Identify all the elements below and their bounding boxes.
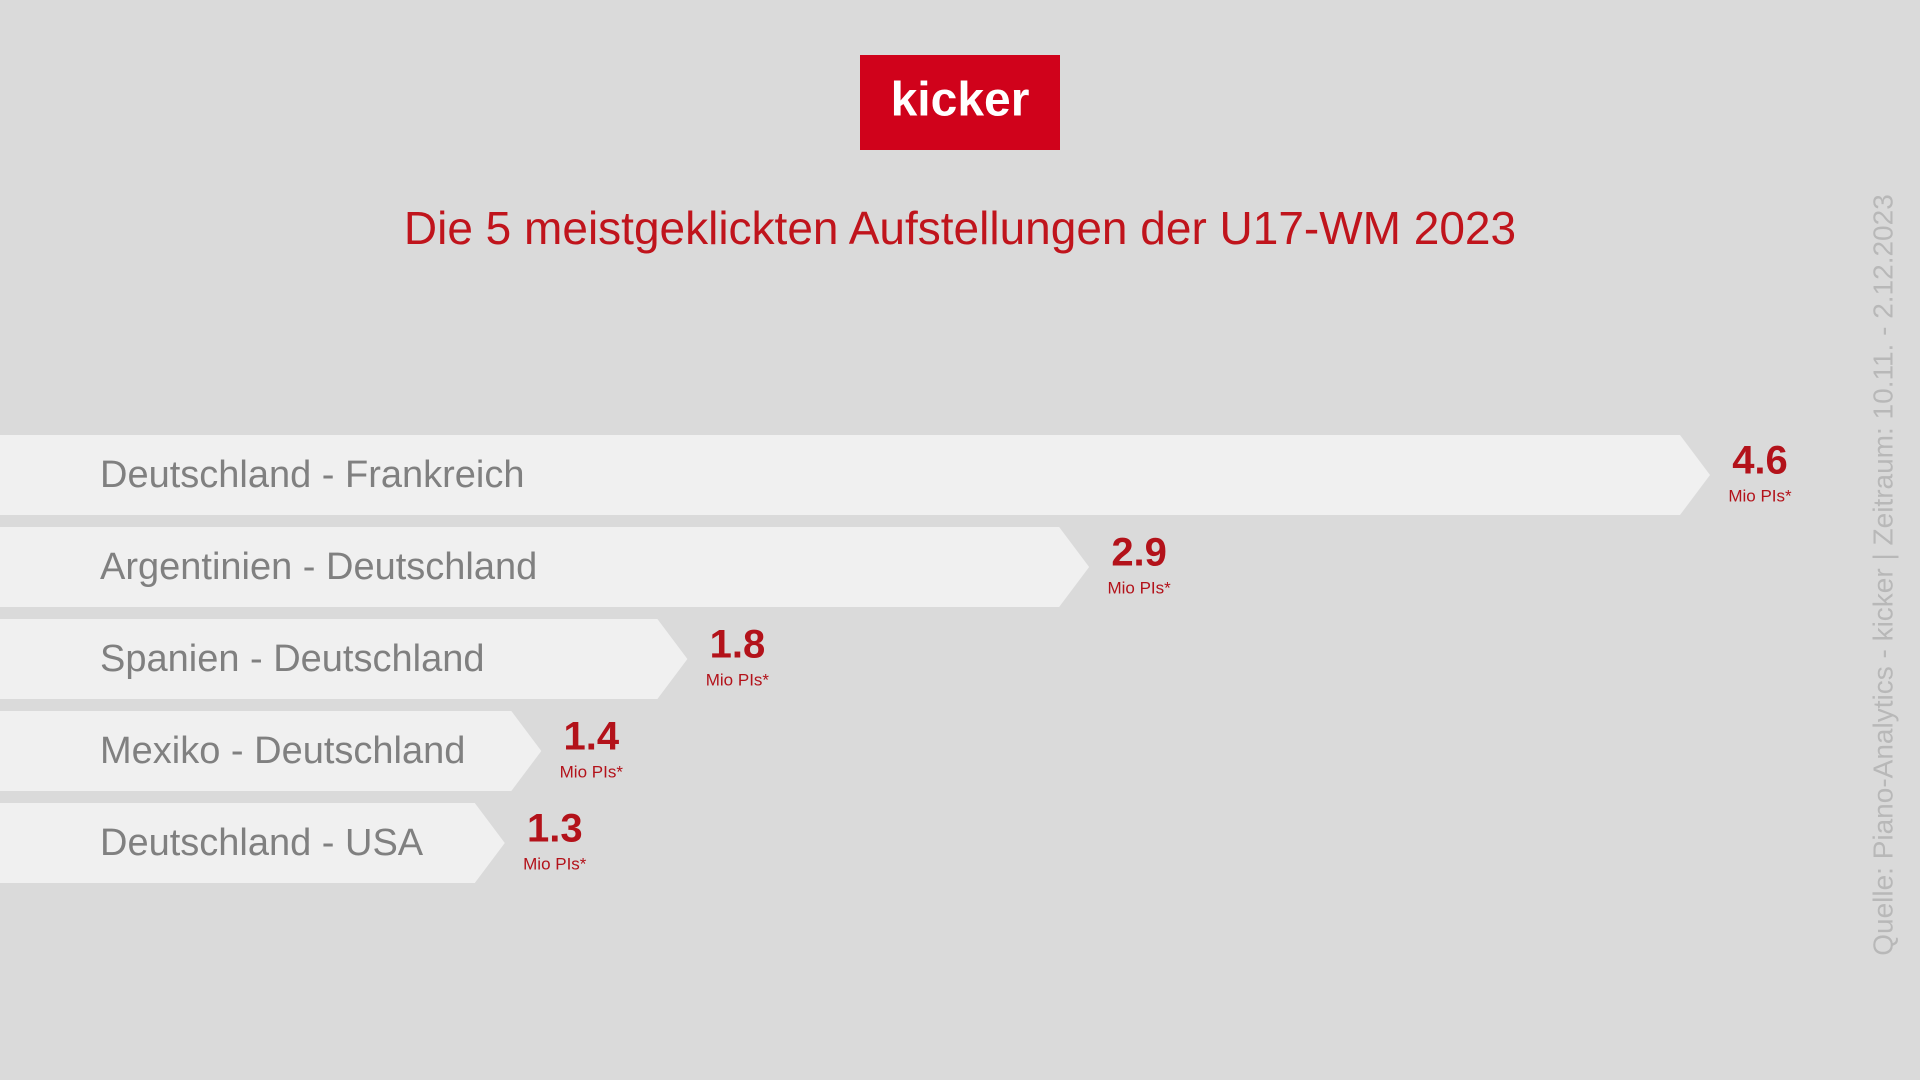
bar <box>0 711 542 791</box>
bar <box>0 619 688 699</box>
logo-box <box>860 55 1060 150</box>
unit-label: Mio PIs* <box>706 670 770 689</box>
category-label: Deutschland - Frankreich <box>100 454 525 496</box>
value-label: 1.4 <box>563 715 619 759</box>
category-label: Spanien - Deutschland <box>100 638 484 680</box>
value-label: 1.8 <box>710 623 766 667</box>
category-label: Argentinien - Deutschland <box>100 546 537 588</box>
unit-label: Mio PIs* <box>560 762 624 781</box>
logo: kicker <box>891 74 1030 127</box>
value-label: 1.3 <box>527 807 583 851</box>
bar <box>0 527 1090 607</box>
unit-label: Mio PIs* <box>1728 486 1792 505</box>
unit-label: Mio PIs* <box>523 854 587 873</box>
source: Quelle: Piano-Analytics - kicker | Zeitr… <box>1867 194 1898 956</box>
value-label: 2.9 <box>1111 531 1167 575</box>
bar <box>0 803 505 883</box>
chart-title: Die 5 meistgeklickten Aufstellungen der … <box>404 202 1516 254</box>
bar <box>0 435 1710 515</box>
value-label: 4.6 <box>1732 439 1788 483</box>
category-label: Mexiko - Deutschland <box>100 730 465 772</box>
category-label: Deutschland - USA <box>100 822 424 864</box>
unit-label: Mio PIs* <box>1107 578 1171 597</box>
